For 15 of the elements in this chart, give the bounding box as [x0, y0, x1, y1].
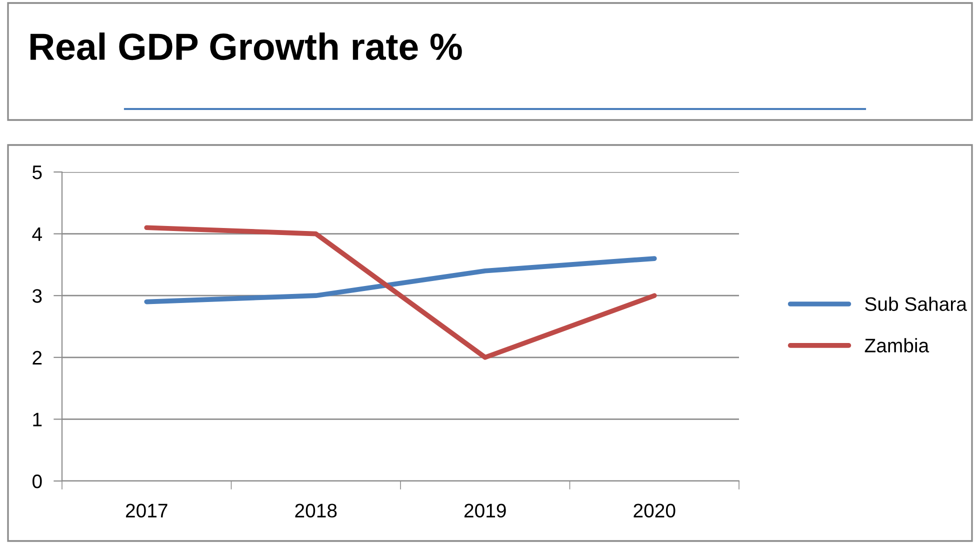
x-tick-label: 2020: [634, 504, 676, 518]
legend-label: Sub Sahara: [865, 296, 967, 311]
x-tick-label: 2019: [464, 504, 506, 518]
x-tick-label: 2017: [126, 504, 168, 518]
x-tick-label: 2018: [295, 504, 337, 518]
line-series: [144, 256, 657, 304]
y-tick-label: 3: [32, 289, 42, 303]
y-tick-label: 0: [32, 474, 42, 488]
y-tick-label: 5: [32, 166, 42, 180]
chart-title: Real GDP Growth rate %: [30, 32, 462, 60]
y-tick-label: 2: [32, 350, 42, 364]
line-series: [144, 225, 657, 360]
legend-label: Zambia: [864, 338, 930, 352]
y-tick-label: 1: [33, 412, 42, 426]
y-tick-label: 4: [32, 227, 42, 241]
